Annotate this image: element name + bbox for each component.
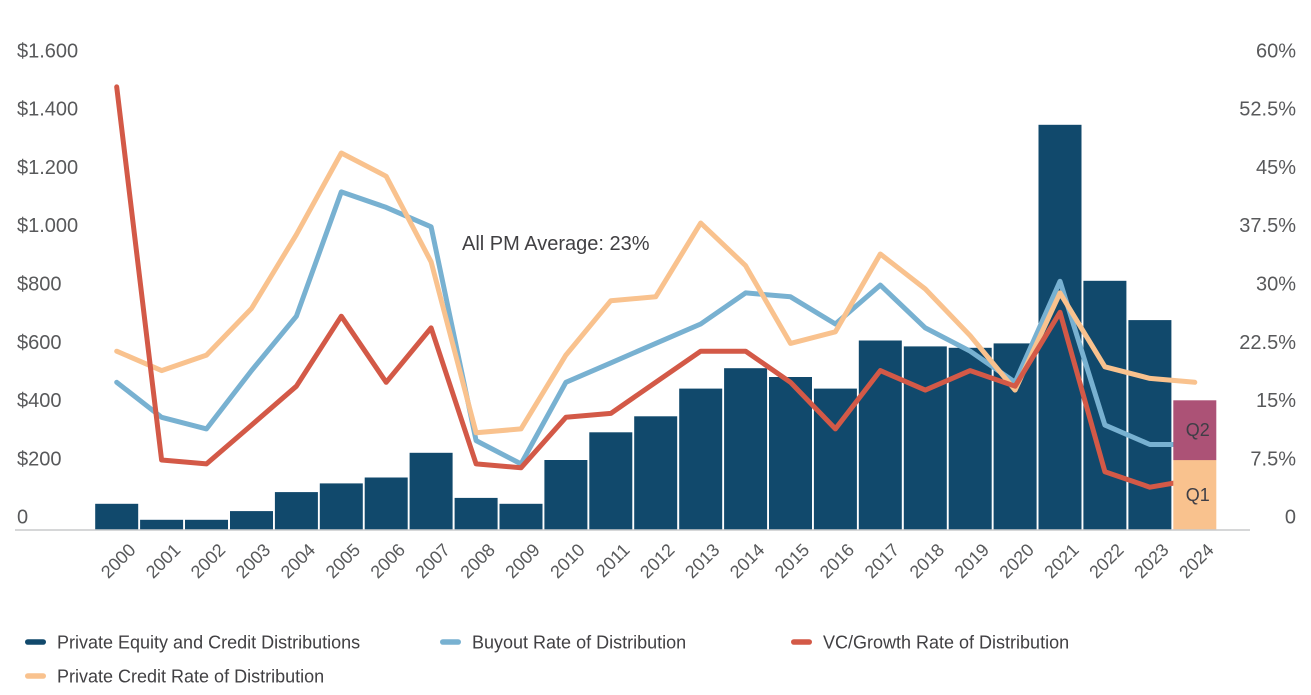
bar-2004 <box>274 492 318 531</box>
bar-2001 <box>140 519 184 531</box>
y-axis-left-tick: $400 <box>17 390 62 412</box>
legend-swatch <box>25 639 46 645</box>
x-axis-labels: 2000 2001 2002 2003 2004 2005 2006 2007 2008 2009… <box>97 540 1218 582</box>
bar-2018 <box>903 346 947 531</box>
legend-swatch <box>440 639 461 645</box>
x-axis-label-2018: 2018 <box>906 540 948 582</box>
y-axis-labels: $1.600 $1.400 $1.200 $1.000 $800 $600 $400 $200… <box>17 40 1296 528</box>
bar-2010 <box>544 460 588 531</box>
x-axis-label-2002: 2002 <box>187 540 229 582</box>
bar-2007 <box>409 452 453 531</box>
bar-2002 <box>185 519 228 531</box>
x-axis-label-2003: 2003 <box>232 540 274 582</box>
legend: Private Equity and Credit Distributions B… <box>25 633 1069 687</box>
bar-2023 <box>1128 320 1172 531</box>
y-axis-right-tick: 30% <box>1256 274 1296 296</box>
line-vc-growth-rate <box>114 84 1198 490</box>
legend-swatch <box>25 673 46 679</box>
y-axis-right-tick: 22.5% <box>1239 332 1296 354</box>
x-axis-label-2004: 2004 <box>277 540 319 582</box>
y-axis-right-tick: 52.5% <box>1239 99 1296 121</box>
x-axis-label-2019: 2019 <box>951 540 993 582</box>
x-axis-label-2023: 2023 <box>1130 540 1172 582</box>
y-axis-left-tick: $1.600 <box>17 40 78 62</box>
bar-2015 <box>769 377 812 531</box>
y-axis-left-tick: $1.400 <box>17 99 78 121</box>
x-axis-label-2006: 2006 <box>367 540 409 582</box>
legend-label: Buyout Rate of Distribution <box>472 633 686 653</box>
y-axis-left-tick: $1.000 <box>17 215 78 237</box>
bar-2009 <box>499 503 543 531</box>
bars-group <box>95 124 1172 531</box>
x-axis-label-2007: 2007 <box>411 540 453 582</box>
x-axis-label-2000: 2000 <box>97 540 139 582</box>
bar-2024-stacked: Q1 Q2 <box>1173 400 1217 531</box>
legend-swatch <box>791 639 812 645</box>
bar-2011 <box>589 432 633 531</box>
x-axis-label-2001: 2001 <box>142 540 184 582</box>
legend-item-1: Private Equity and Credit Distributions <box>25 633 360 653</box>
y-axis-right-tick: 15% <box>1256 390 1296 412</box>
x-axis-label-2008: 2008 <box>456 540 498 582</box>
bar-2024-q2-label: Q2 <box>1186 420 1210 440</box>
x-axis-label-2011: 2011 <box>592 540 634 582</box>
chart-annotation: All PM Average: 23% <box>462 233 650 255</box>
x-axis-label-2013: 2013 <box>681 540 723 582</box>
y-axis-right-tick: 45% <box>1256 157 1296 179</box>
y-axis-left-tick: $600 <box>17 332 62 354</box>
y-axis-left-tick: $800 <box>17 274 62 296</box>
x-axis-label-2015: 2015 <box>771 540 813 582</box>
x-axis-label-2012: 2012 <box>636 540 678 582</box>
x-axis-label-2009: 2009 <box>501 540 543 582</box>
y-axis-right-tick: 7.5% <box>1250 448 1296 470</box>
y-axis-left-tick: 0 <box>17 507 28 529</box>
x-axis-label-2010: 2010 <box>546 540 588 582</box>
x-axis-label-2020: 2020 <box>995 540 1037 582</box>
x-axis-label-2017: 2017 <box>861 540 903 582</box>
bar-2003 <box>230 511 273 531</box>
legend-label: Private Credit Rate of Distribution <box>57 667 324 687</box>
x-axis-label-2014: 2014 <box>726 540 768 582</box>
legend-label: VC/Growth Rate of Distribution <box>823 633 1069 653</box>
legend-item-2: Buyout Rate of Distribution <box>440 633 686 653</box>
bar-2000 <box>95 503 139 531</box>
x-axis-label-2022: 2022 <box>1085 540 1127 582</box>
line-private-credit-rate <box>114 150 1198 436</box>
x-axis-label-2005: 2005 <box>322 540 364 582</box>
bar-2008 <box>454 497 498 531</box>
bar-2024-q2 <box>1173 400 1217 461</box>
bar-2006 <box>364 477 408 531</box>
y-axis-left-tick: $200 <box>17 448 62 470</box>
x-axis-label-2021: 2021 <box>1040 540 1082 582</box>
legend-item-3: VC/Growth Rate of Distribution <box>791 633 1069 653</box>
y-axis-right-tick: 37.5% <box>1239 215 1296 237</box>
bar-2005 <box>319 483 363 531</box>
bar-2014 <box>724 368 768 531</box>
bar-2022 <box>1083 280 1127 531</box>
legend-label: Private Equity and Credit Distributions <box>57 633 360 653</box>
y-axis-right-tick: 0 <box>1285 507 1296 529</box>
y-axis-left-tick: $1.200 <box>17 157 78 179</box>
legend-item-4: Private Credit Rate of Distribution <box>25 667 324 687</box>
x-axis-label-2016: 2016 <box>816 540 858 582</box>
bar-2012 <box>634 416 678 531</box>
bar-2024-q1-label: Q1 <box>1186 485 1210 505</box>
bar-2013 <box>679 388 723 531</box>
x-axis-label-2024: 2024 <box>1175 540 1217 582</box>
bar-2024-q1 <box>1173 460 1217 531</box>
y-axis-right-tick: 60% <box>1256 40 1296 62</box>
